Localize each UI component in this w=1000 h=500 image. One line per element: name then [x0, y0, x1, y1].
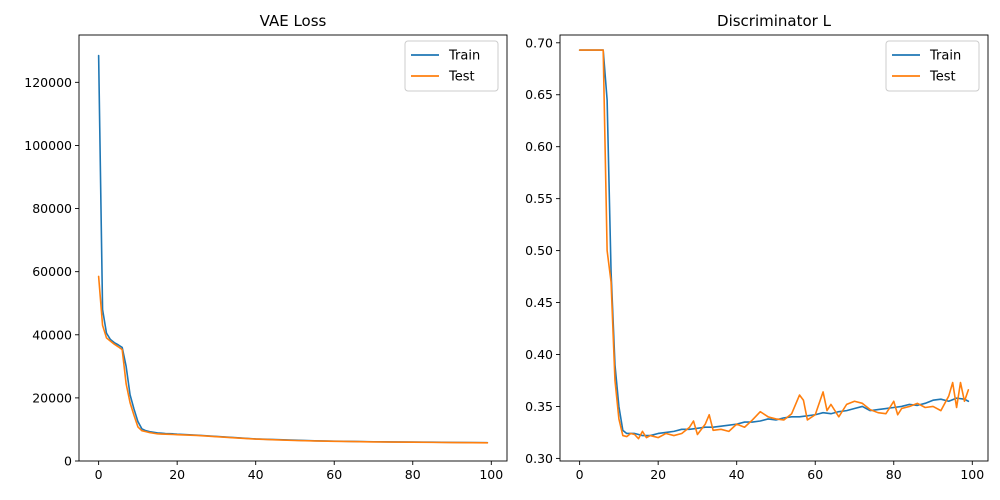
vae-loss-plot-area: 0 20 40 60 80 100 0 20000 40000 60000 80000 100000 1…	[24, 34, 508, 482]
vae-loss-axes-frame	[78, 34, 508, 462]
discriminator-loss-x-tick-label: 60	[807, 467, 823, 482]
discriminator-loss-x-tick-label: 0	[576, 467, 584, 482]
discriminator-loss-x-tick-label: 100	[960, 467, 984, 482]
vae-loss-y-tick-label: 60000	[32, 264, 72, 279]
vae-loss-x-tick-label: 40	[248, 467, 264, 482]
vae-loss-x-tick-label: 0	[95, 467, 103, 482]
discriminator-loss-y-tick-label: 0.55	[525, 191, 553, 206]
vae-loss-legend: Train Test	[404, 40, 499, 92]
discriminator-loss-plot-area: 0 20 40 60 80 100 0.30 0.35 0.40 0.45 0.50 0.55 0.60…	[525, 34, 989, 482]
vae-loss-y-tick-label: 120000	[24, 75, 72, 90]
discriminator-loss-title: Discriminator L	[717, 12, 832, 30]
discriminator-loss-y-tick-label: 0.40	[525, 347, 553, 362]
discriminator-loss-x-tick-label: 80	[886, 467, 902, 482]
vae-loss-series-test-line	[97, 275, 489, 444]
discriminator-loss-y-tick-label: 0.45	[525, 295, 553, 310]
vae-loss-x-tick-label: 100	[479, 467, 503, 482]
vae-loss-title: VAE Loss	[260, 12, 327, 30]
vae-loss-y-tick-label: 100000	[24, 138, 72, 153]
discriminator-loss-series-test-line	[578, 49, 970, 440]
discriminator-loss-y-tick-label: 0.60	[525, 139, 553, 154]
vae-loss-legend-label-test: Test	[448, 70, 475, 85]
vae-loss-panel: VAE Loss 0 20 40 60 80 100 0 20000 40000 60000 800…	[24, 12, 508, 482]
discriminator-loss-y-tick-label: 0.50	[525, 243, 553, 258]
discriminator-loss-y-tick-label: 0.70	[525, 35, 553, 50]
vae-loss-x-tick-label: 20	[169, 467, 185, 482]
vae-loss-legend-box	[404, 40, 499, 92]
vae-loss-y-tick-label: 0	[64, 454, 72, 469]
discriminator-loss-series-train-line	[578, 49, 970, 437]
discriminator-loss-axes-frame	[559, 34, 989, 462]
vae-loss-x-tick-label: 80	[405, 467, 421, 482]
discriminator-loss-y-tick-label: 0.65	[525, 87, 553, 102]
discriminator-loss-y-tick-label: 0.30	[525, 451, 553, 466]
discriminator-loss-y-tick-label: 0.35	[525, 399, 553, 414]
vae-loss-y-tick-label: 40000	[32, 327, 72, 342]
discriminator-loss-x-tick-label: 20	[650, 467, 666, 482]
discriminator-loss-legend-box	[885, 40, 980, 92]
vae-loss-y-tick-label: 80000	[32, 201, 72, 216]
discriminator-loss-legend: Train Test	[885, 40, 980, 92]
discriminator-loss-x-tick-label: 40	[729, 467, 745, 482]
discriminator-loss-legend-label-train: Train	[929, 49, 961, 64]
discriminator-loss-legend-label-test: Test	[929, 70, 956, 85]
vae-loss-x-tick-label: 60	[326, 467, 342, 482]
vae-loss-legend-label-train: Train	[448, 49, 480, 64]
discriminator-loss-panel: Discriminator L 0 20 40 60 80 100 0.30 0.35 0.40…	[525, 12, 989, 482]
vae-loss-y-tick-label: 20000	[32, 390, 72, 405]
